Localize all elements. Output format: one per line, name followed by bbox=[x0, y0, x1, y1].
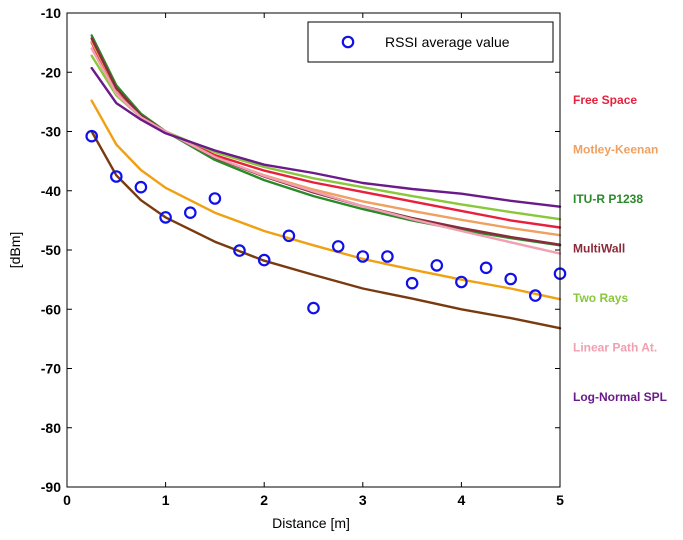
rssi-point bbox=[110, 170, 123, 183]
model-label: Free Space bbox=[573, 93, 637, 107]
y-tick-label: -20 bbox=[41, 64, 61, 80]
x-tick-label: 5 bbox=[556, 492, 564, 508]
y-tick-label: -40 bbox=[41, 183, 61, 199]
x-tick-label: 2 bbox=[260, 492, 268, 508]
series-lines bbox=[90, 34, 562, 330]
model-label: MultiWall bbox=[573, 242, 625, 256]
y-tick-label: -30 bbox=[41, 124, 61, 140]
rssi-point bbox=[233, 244, 246, 257]
rssi-point bbox=[307, 301, 320, 315]
y-tick-label: -60 bbox=[41, 301, 61, 317]
rssi-point bbox=[430, 259, 444, 272]
series-line-1 bbox=[90, 40, 562, 237]
rssi-point bbox=[455, 275, 468, 289]
y-tick-label: -50 bbox=[41, 242, 61, 258]
legend: RSSI average value bbox=[307, 21, 554, 63]
series-line-8 bbox=[90, 130, 562, 330]
series-line-5 bbox=[90, 47, 562, 255]
rssi-point bbox=[257, 253, 271, 267]
legend-label: RSSI average value bbox=[385, 34, 510, 50]
rssi-points bbox=[85, 129, 567, 315]
model-label: Motley-Keenan bbox=[573, 143, 658, 157]
rssi-point bbox=[159, 211, 172, 224]
x-axis-label: Distance [m] bbox=[272, 515, 350, 531]
model-label: Linear Path At. bbox=[573, 341, 657, 355]
y-tick-label: -90 bbox=[41, 479, 61, 495]
x-tick-label: 4 bbox=[458, 492, 466, 508]
rssi-point bbox=[381, 250, 394, 263]
legend-marker-icon bbox=[341, 35, 355, 49]
rssi-point bbox=[356, 250, 370, 263]
rssi-point bbox=[504, 272, 517, 286]
x-tick-label: 3 bbox=[359, 492, 367, 508]
rssi-point bbox=[282, 229, 296, 243]
rssi-point bbox=[134, 180, 148, 194]
y-tick-label: -80 bbox=[41, 420, 61, 436]
rssi-point bbox=[528, 289, 542, 302]
rssi-point bbox=[85, 129, 98, 143]
x-tick-label: 1 bbox=[162, 492, 170, 508]
model-label: ITU-R P1238 bbox=[573, 192, 643, 206]
series-line-6 bbox=[90, 66, 562, 208]
rssi-point bbox=[405, 276, 419, 290]
rssi-point bbox=[184, 206, 197, 219]
x-axis-ticks: 0 1 2 3 4 5 bbox=[63, 13, 564, 508]
y-axis-label: [dBm] bbox=[7, 232, 23, 269]
model-label: Log-Normal SPL bbox=[573, 390, 667, 404]
rssi-point bbox=[479, 261, 493, 275]
rssi-point bbox=[208, 192, 222, 205]
plot-frame bbox=[66, 12, 561, 488]
series-line-7 bbox=[90, 99, 562, 301]
series-line-2 bbox=[90, 34, 562, 247]
x-tick-label: 0 bbox=[63, 492, 71, 508]
y-tick-label: -70 bbox=[41, 361, 61, 377]
y-axis-ticks: -10 -20 -30 -40 -50 -60 -70 -80 -90 bbox=[41, 5, 560, 495]
model-label: Two Rays bbox=[573, 291, 628, 305]
legend-box bbox=[307, 21, 554, 63]
y-tick-label: -10 bbox=[41, 5, 61, 21]
model-labels: Free Space Motley-Keenan ITU-R P1238 MultiW… bbox=[573, 93, 667, 404]
rssi-point bbox=[331, 240, 345, 253]
